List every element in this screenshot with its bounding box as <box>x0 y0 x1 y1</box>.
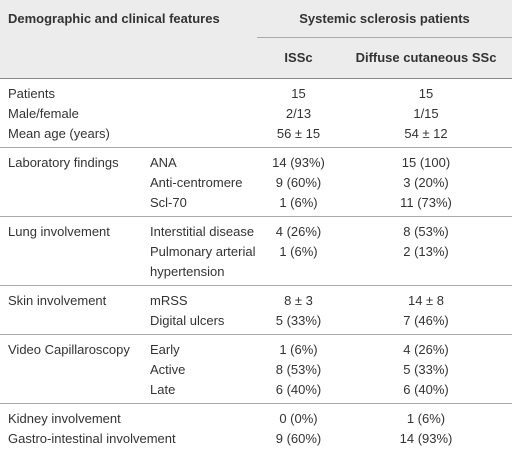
feature-cell: Skin involvement <box>0 286 142 312</box>
issc-cell: 8 ± 3 <box>257 286 340 312</box>
header-cell: Diffuse cutaneous SSc <box>340 38 512 79</box>
issc-cell: 4 (26%) <box>257 217 340 243</box>
item-cell: Interstitial disease <box>142 217 257 243</box>
diffuse-cell: 14 (93%) <box>340 429 512 452</box>
diffuse-cell: 15 (100) <box>340 148 512 174</box>
diffuse-cell: 14 ± 8 <box>340 286 512 312</box>
issc-cell: 2/13 <box>257 104 340 124</box>
issc-cell: 56 ± 15 <box>257 124 340 148</box>
issc-cell: 8 (53%) <box>257 360 340 380</box>
diffuse-cell: 6 (40%) <box>340 380 512 404</box>
feature-cell: Laboratory findings <box>0 148 142 174</box>
feature-cell <box>0 311 142 335</box>
item-cell: Pulmonary arterial hypertension <box>142 242 257 286</box>
issc-cell: 15 <box>257 79 340 105</box>
feature-cell <box>0 242 142 286</box>
diffuse-cell: 2 (13%) <box>340 242 512 286</box>
diffuse-cell: 4 (26%) <box>340 335 512 361</box>
item-cell: mRSS <box>142 286 257 312</box>
feature-cell <box>0 360 142 380</box>
feature-cell: Gastro-intestinal involvement <box>0 429 257 452</box>
issc-cell: 9 (60%) <box>257 173 340 193</box>
item-cell: Digital ulcers <box>142 311 257 335</box>
diffuse-cell: 15 <box>340 79 512 105</box>
feature-cell: Video Capillaroscopy <box>0 335 142 361</box>
feature-cell: Mean age (years) <box>0 124 257 148</box>
feature-cell <box>0 173 142 193</box>
header-row: Demographic and clinical features System… <box>0 0 512 38</box>
diffuse-cell: 1 (6%) <box>340 404 512 430</box>
feature-cell: Lung involvement <box>0 217 142 243</box>
feature-cell: Male/female <box>0 104 257 124</box>
feature-cell <box>0 193 142 217</box>
header-cell: Demographic and clinical features <box>0 0 257 38</box>
item-cell: ANA <box>142 148 257 174</box>
item-cell: Active <box>142 360 257 380</box>
feature-cell: Patients <box>0 79 257 105</box>
item-cell: Early <box>142 335 257 361</box>
diffuse-cell: 1/15 <box>340 104 512 124</box>
item-cell: Anti-centromere <box>142 173 257 193</box>
item-cell: Late <box>142 380 257 404</box>
header-cell: Systemic sclerosis patients <box>257 0 512 38</box>
issc-cell: 1 (6%) <box>257 335 340 361</box>
feature-cell <box>0 380 142 404</box>
issc-cell: 1 (6%) <box>257 242 340 286</box>
header-row: ISSc Diffuse cutaneous SSc <box>0 38 512 79</box>
issc-cell: 14 (93%) <box>257 148 340 174</box>
table-header: Demographic and clinical features System… <box>0 0 512 79</box>
issc-cell: 9 (60%) <box>257 429 340 452</box>
diffuse-cell: 11 (73%) <box>340 193 512 217</box>
issc-cell: 1 (6%) <box>257 193 340 217</box>
diffuse-cell: 8 (53%) <box>340 217 512 243</box>
diffuse-cell: 7 (46%) <box>340 311 512 335</box>
header-cell <box>0 38 257 79</box>
issc-cell: 5 (33%) <box>257 311 340 335</box>
issc-cell: 0 (0%) <box>257 404 340 430</box>
diffuse-cell: 54 ± 12 <box>340 124 512 148</box>
issc-cell: 6 (40%) <box>257 380 340 404</box>
item-cell: Scl-70 <box>142 193 257 217</box>
diffuse-cell: 3 (20%) <box>340 173 512 193</box>
header-cell: ISSc <box>257 38 340 79</box>
diffuse-cell: 5 (33%) <box>340 360 512 380</box>
feature-cell: Kidney involvement <box>0 404 257 430</box>
